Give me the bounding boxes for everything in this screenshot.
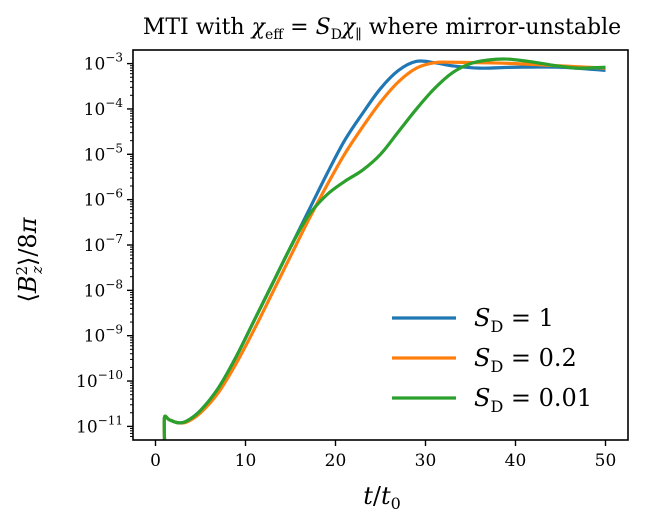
y-tick-label: 10−5 xyxy=(84,141,123,165)
legend-label: SD = 0.01 xyxy=(474,384,592,416)
plot-frame xyxy=(132,49,629,441)
legend-label: SD = 0.2 xyxy=(474,344,577,376)
y-tick-label: 10−9 xyxy=(84,323,123,347)
y-tick-label: 10−7 xyxy=(84,232,123,256)
legend-label: SD = 1 xyxy=(474,304,554,336)
y-tick-label: 10−11 xyxy=(76,413,123,437)
x-tick-label: 0 xyxy=(150,451,161,471)
x-tick-label: 30 xyxy=(415,451,437,471)
legend: SD = 1 SD = 0.2 SD = 0.01 xyxy=(392,304,592,416)
y-tick-label: 10−4 xyxy=(84,96,124,120)
chart-title: MTI with χeff = SDχ∥ where mirror-unstab… xyxy=(143,15,621,43)
y-tick-label: 10−6 xyxy=(84,187,123,211)
y-axis-label: ⟨B2z⟩/8π xyxy=(13,216,46,302)
x-tick-label: 20 xyxy=(325,451,347,471)
y-tick-label: 10−3 xyxy=(84,51,123,75)
x-tick-label: 50 xyxy=(595,451,617,471)
y-tick-label: 10−8 xyxy=(84,277,123,301)
x-tick-label: 40 xyxy=(505,451,527,471)
x-axis-ticks: 0 10 20 30 40 50 xyxy=(150,440,616,471)
y-axis-ticks: 10−11 10−10 10−9 10−8 10−7 10−6 10−5 10−4 10−3 xyxy=(76,51,133,437)
series-line-3 xyxy=(162,57,606,440)
x-tick-label: 10 xyxy=(235,451,257,471)
x-axis-label: t/t0 xyxy=(363,482,401,513)
plot-area xyxy=(162,57,606,440)
y-tick-label: 10−10 xyxy=(76,368,123,392)
